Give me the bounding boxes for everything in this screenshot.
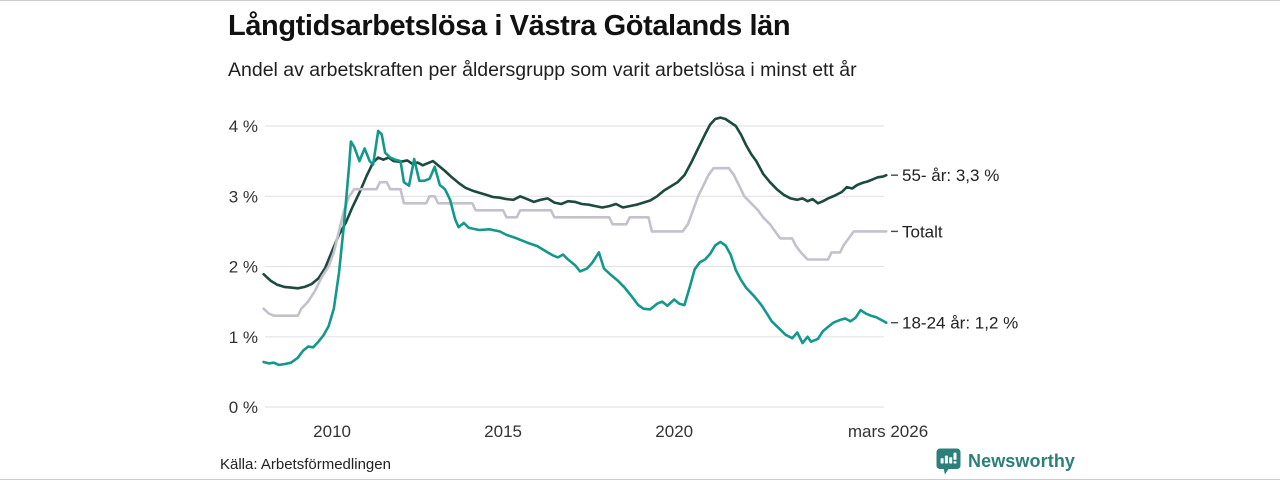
page-subtitle: Andel av arbetskraften per åldersgrupp s… [228,59,857,81]
newsworthy-logo: Newsworthy [936,447,1075,475]
x-tick-label: 2020 [655,422,693,441]
series-label: 55- år: 3,3 % [902,166,999,185]
y-tick-label: 1 % [229,328,258,347]
y-tick-label: 3 % [229,187,258,206]
y-tick-label: 2 % [229,258,258,277]
series-line [262,166,888,317]
top-border [0,0,1280,1]
y-tick-label: 4 % [229,117,258,136]
source-note: Källa: Arbetsförmedlingen [220,456,391,473]
speech-bubble-chart-icon [936,448,961,474]
chart: 0 % 1 % 2 % 3 % 4 % 2010 2015 2020 mars 2026 55- … [200,100,1080,445]
series-label: 18-24 år: 1,2 % [902,314,1018,333]
series-line [262,129,888,367]
series-label: Totalt [902,222,943,241]
y-tick-label: 0 % [229,398,258,417]
x-tick-label: 2010 [313,422,351,441]
x-tick-label: mars 2026 [848,422,928,441]
newsworthy-wordmark: Newsworthy [968,450,1076,471]
page-title: Långtidsarbetslösa i Västra Götalands lä… [228,10,791,42]
chart-svg: 0 % 1 % 2 % 3 % 4 % 2010 2015 2020 mars 2026 55- … [229,116,1018,441]
x-tick-label: 2015 [484,422,522,441]
series-line [262,116,888,290]
